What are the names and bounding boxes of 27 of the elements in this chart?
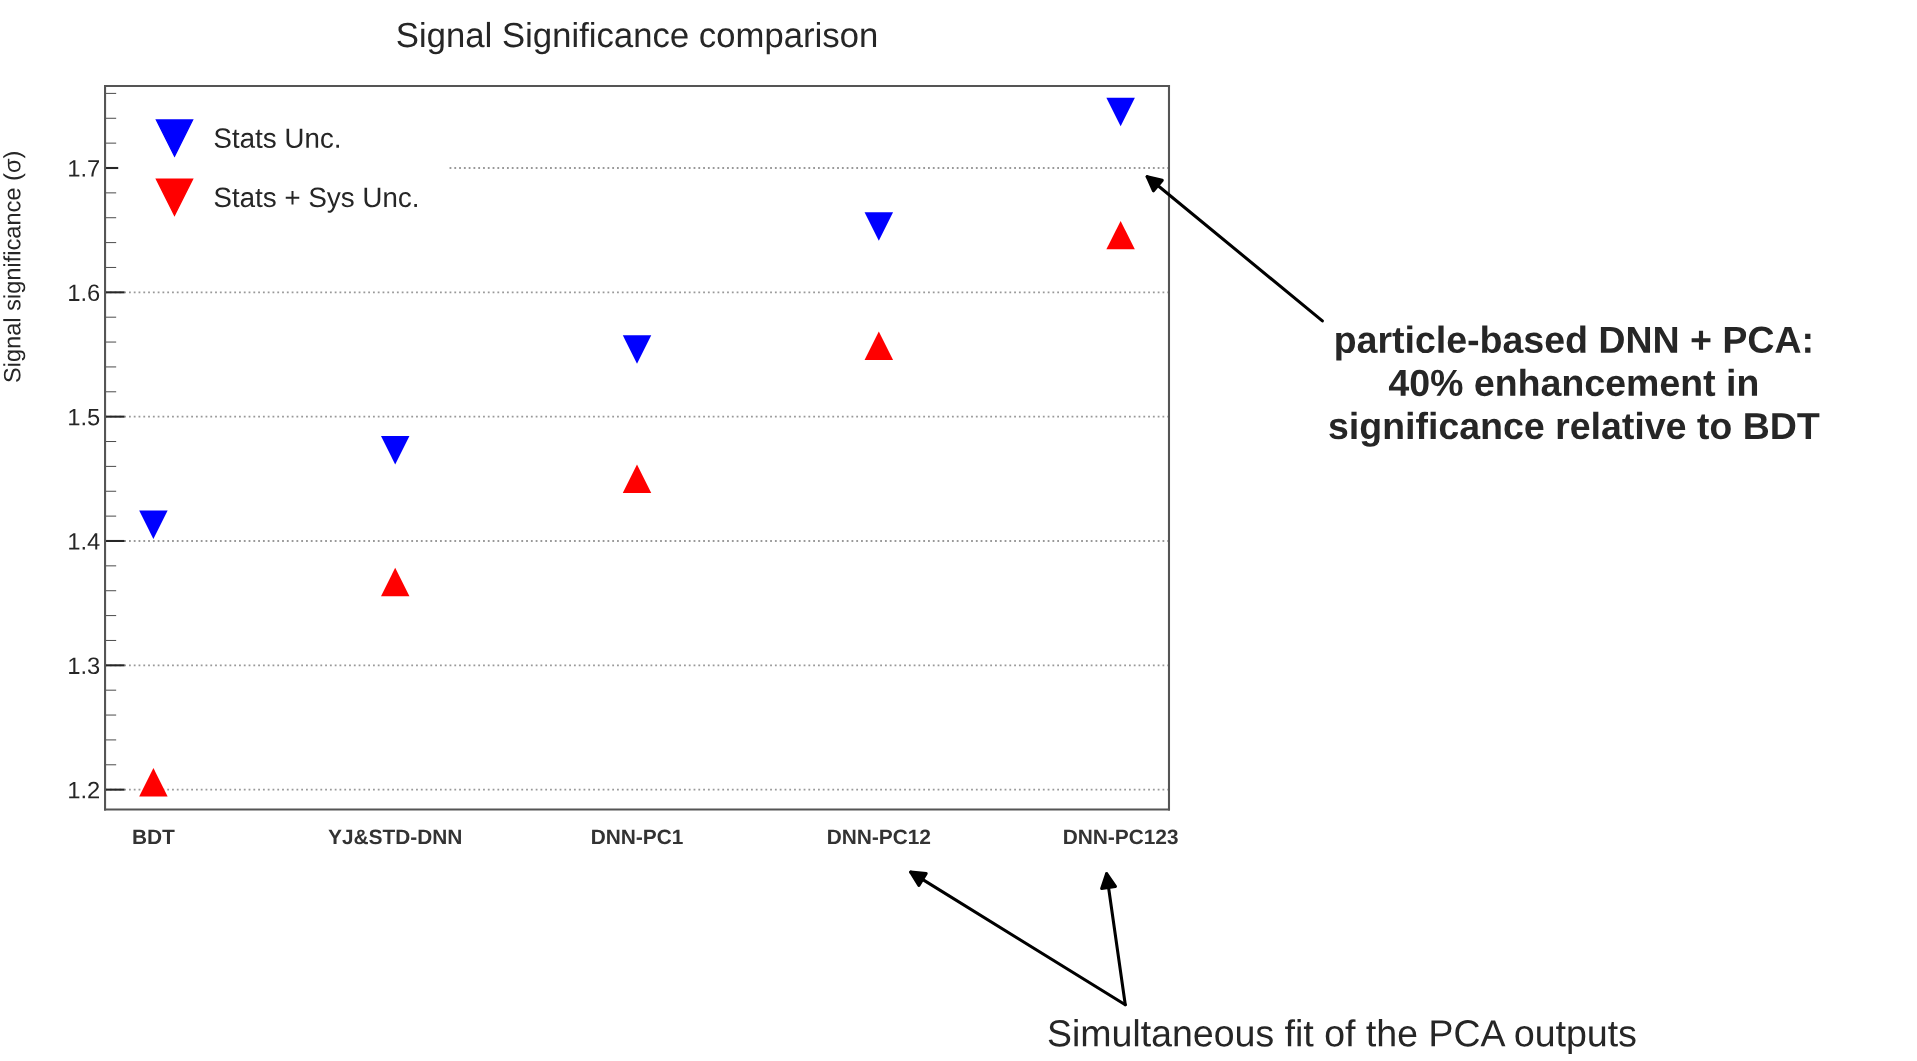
text: Simultaneous fit of the PCA outputs <box>1048 1019 1636 1055</box>
point <box>139 767 168 797</box>
y-tick-label: 1.6 <box>69 284 100 302</box>
point <box>1106 220 1135 250</box>
point <box>864 212 894 241</box>
y-tick-label: 1.3 <box>69 657 100 675</box>
x-tick-label: YJ&STD-DNN <box>328 829 461 845</box>
point <box>622 464 652 494</box>
x-tick-label: DNN-PC123 <box>1064 829 1178 845</box>
y-tick-label: 1.4 <box>69 533 100 550</box>
point <box>864 331 894 361</box>
x-tick-label: DNN-PC1 <box>592 829 683 845</box>
point <box>622 335 652 364</box>
text: particle-based DNN + PCA: 40% enhancement in significance relative to BDT <box>1329 325 1820 447</box>
x-tick-label: BDT <box>133 829 175 845</box>
point <box>380 436 410 465</box>
point <box>139 510 168 540</box>
legend-label: Stats + Sys Unc. <box>214 187 417 213</box>
point <box>1106 97 1135 127</box>
y-axis-title: Signal significance (σ) <box>3 152 26 382</box>
x-tick-label: DNN-PC12 <box>828 829 931 845</box>
y-tick-label: 1.5 <box>69 408 100 426</box>
y-tick-label: 1.2 <box>69 781 100 799</box>
chart-title: Signal Significance comparison <box>397 21 877 55</box>
legend-label: Stats Unc. <box>214 128 339 149</box>
point <box>380 567 410 597</box>
y-tick-label: 1.7 <box>69 160 100 177</box>
